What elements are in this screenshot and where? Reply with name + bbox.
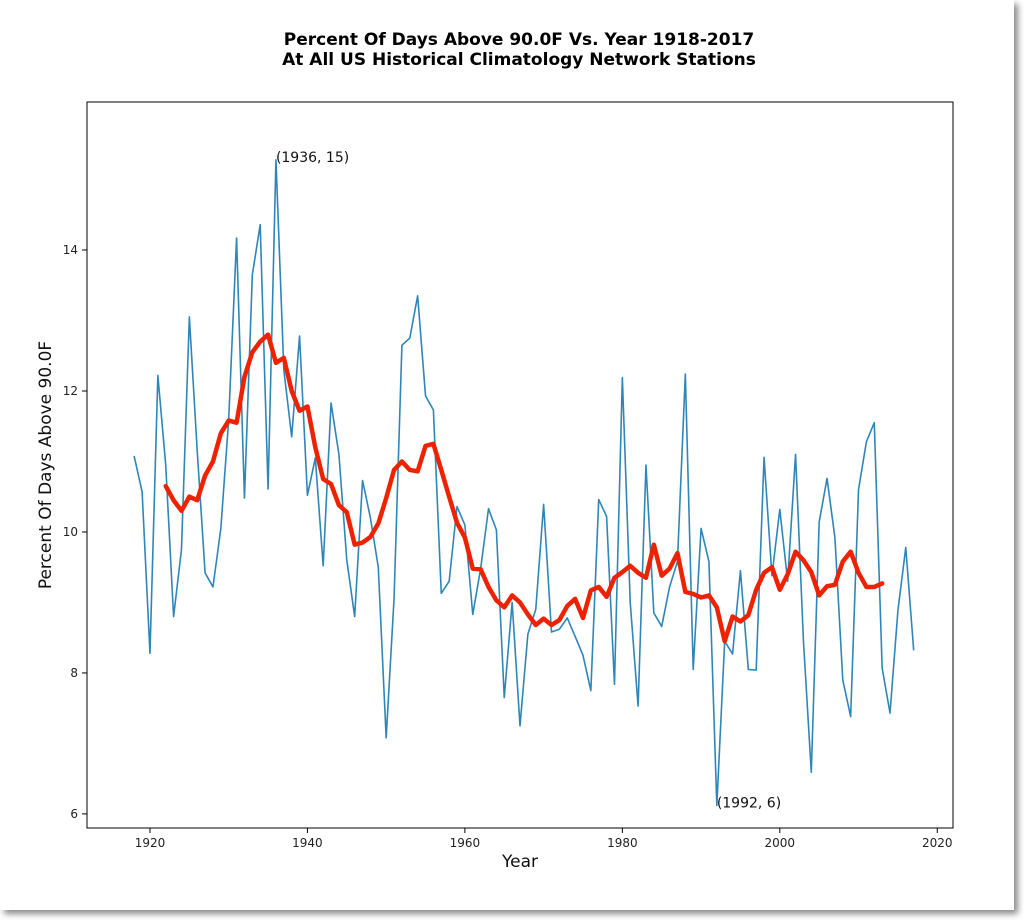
y-tick-label: 12 <box>63 384 78 398</box>
x-axis-label: Year <box>501 852 538 872</box>
y-tick-label: 8 <box>70 666 78 680</box>
x-tick-label: 1960 <box>450 836 481 850</box>
figure-frame: Percent Of Days Above 90.0F Vs. Year 191… <box>36 30 954 872</box>
series-line-annual <box>133 159 915 807</box>
annotation-group: (1936, 15) (1992, 6) <box>276 150 781 812</box>
annotation-label: (1936, 15) <box>276 150 349 166</box>
x-axis-ticks: 1920 1940 1960 1980 2000 2020 <box>135 828 953 850</box>
y-axis-ticks: 6 8 10 12 14 <box>63 243 87 821</box>
y-tick-label: 10 <box>63 525 78 539</box>
annotation-label: (1992, 6) <box>717 795 781 811</box>
x-tick-label: 1920 <box>135 836 166 850</box>
chart-title-line-1: Percent Of Days Above 90.0F Vs. Year 191… <box>284 30 754 50</box>
x-tick-label: 1940 <box>292 836 323 850</box>
line-chart: Percent Of Days Above 90.0F Vs. Year 191… <box>36 30 954 872</box>
series-line-smoothed <box>163 332 885 644</box>
x-tick-label: 2000 <box>765 836 796 850</box>
y-tick-label: 6 <box>70 807 78 821</box>
series-group <box>133 159 915 807</box>
x-tick-label: 2020 <box>922 836 953 850</box>
y-tick-label: 14 <box>63 243 78 257</box>
x-tick-label: 1980 <box>607 836 638 850</box>
plot-area-frame <box>86 101 954 829</box>
chart-title-line-2: At All US Historical Climatology Network… <box>282 50 756 70</box>
y-axis-label: Percent Of Days Above 90.0F <box>36 341 56 589</box>
